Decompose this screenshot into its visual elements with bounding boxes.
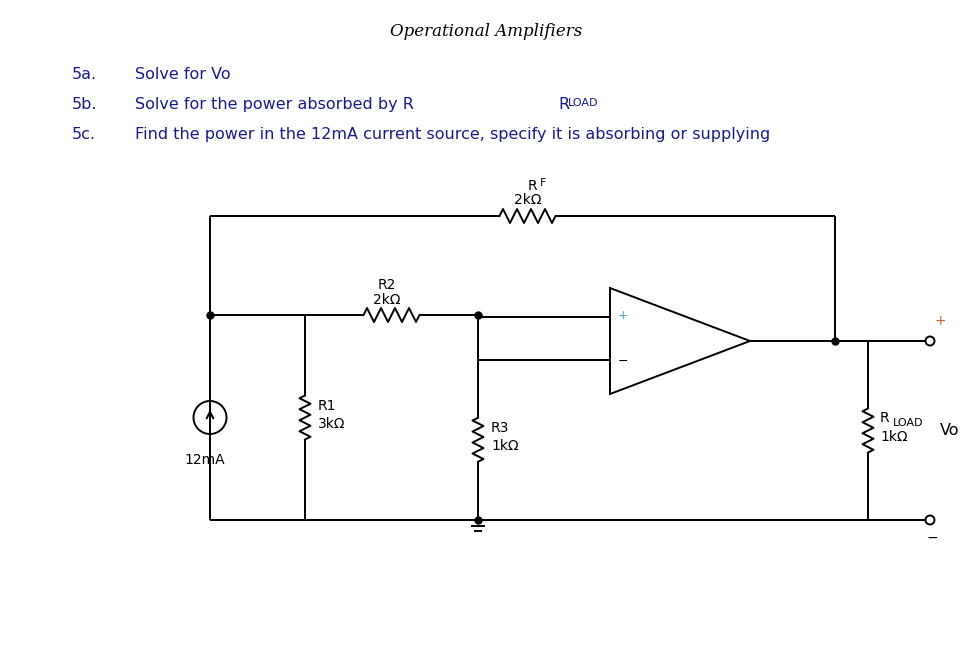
- Text: LOAD: LOAD: [893, 417, 923, 428]
- Text: Operational Amplifiers: Operational Amplifiers: [390, 23, 582, 39]
- Text: 1kΩ: 1kΩ: [880, 430, 908, 444]
- Text: +: +: [934, 314, 946, 328]
- Text: 5a.: 5a.: [72, 67, 97, 81]
- Text: LOAD: LOAD: [568, 98, 599, 108]
- Text: R: R: [880, 412, 889, 426]
- Text: 5b.: 5b.: [72, 96, 97, 112]
- Text: +: +: [617, 309, 628, 322]
- Text: 2kΩ: 2kΩ: [372, 293, 400, 307]
- Text: R1: R1: [318, 399, 336, 413]
- Text: R: R: [558, 96, 570, 112]
- Text: Solve for the power absorbed by R: Solve for the power absorbed by R: [135, 96, 414, 112]
- Text: 1kΩ: 1kΩ: [491, 439, 519, 453]
- Text: Vo: Vo: [940, 423, 959, 438]
- Text: 12mA: 12mA: [185, 452, 226, 466]
- Text: R3: R3: [491, 421, 509, 435]
- Text: 2kΩ: 2kΩ: [514, 193, 541, 207]
- Text: −: −: [618, 355, 628, 368]
- Text: −: −: [926, 531, 938, 545]
- Text: R2: R2: [377, 278, 396, 292]
- Text: Find the power in the 12mA current source, specify it is absorbing or supplying: Find the power in the 12mA current sourc…: [135, 127, 770, 141]
- Text: R: R: [528, 179, 538, 193]
- Text: 5c.: 5c.: [72, 127, 96, 141]
- Text: 3kΩ: 3kΩ: [318, 417, 345, 430]
- Text: Solve for Vo: Solve for Vo: [135, 67, 230, 81]
- Text: F: F: [539, 178, 546, 188]
